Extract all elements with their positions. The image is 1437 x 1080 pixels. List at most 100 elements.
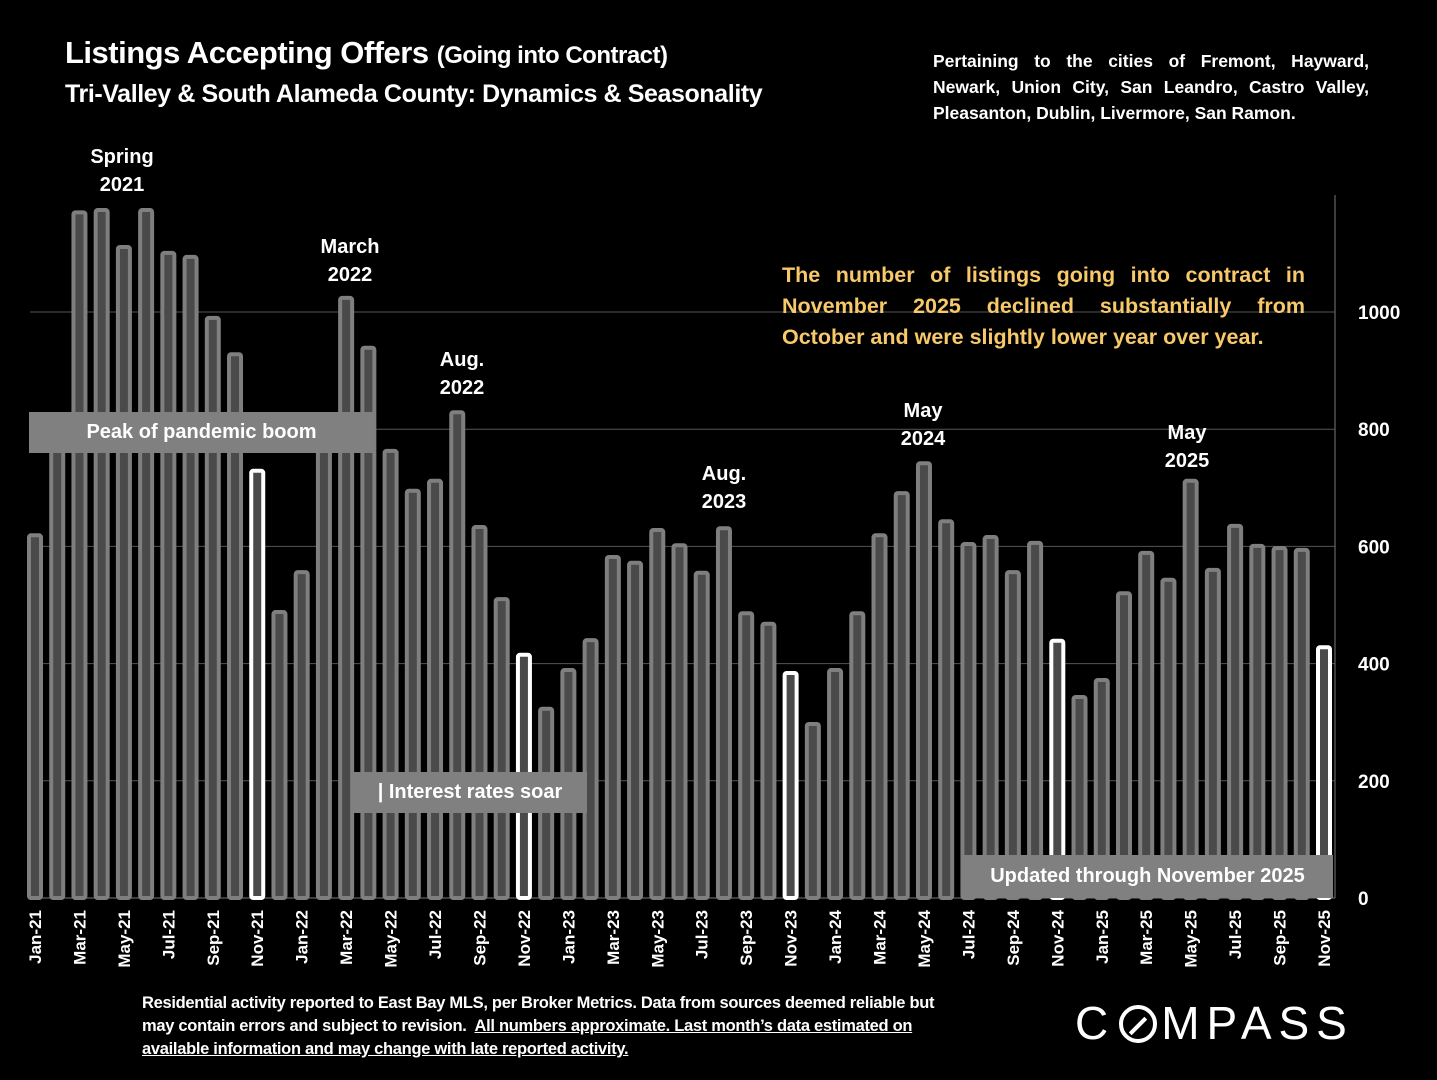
bar-apr-21 bbox=[93, 208, 110, 900]
annotation-aug-2023: Aug. 2023 bbox=[701, 463, 747, 513]
y-tick-label: 400 bbox=[1358, 655, 1390, 676]
annotation-march-2022: March 2022 bbox=[320, 236, 380, 286]
x-tick-label: May-25 bbox=[1182, 910, 1201, 968]
bar-oct-23 bbox=[760, 621, 777, 900]
x-tick-label: Nov-25 bbox=[1315, 910, 1334, 967]
bar-feb-25 bbox=[1115, 591, 1132, 901]
bar-apr-24 bbox=[893, 491, 910, 900]
bar-jul-23 bbox=[693, 570, 710, 901]
bar-jun-24 bbox=[938, 519, 955, 901]
x-tick-label: May-24 bbox=[915, 909, 934, 967]
x-tick-label: May-22 bbox=[382, 910, 401, 968]
bar-mar-25 bbox=[1138, 550, 1155, 900]
bar-may-23 bbox=[649, 527, 666, 900]
bar-aug-24 bbox=[982, 535, 999, 900]
y-tick-label: 600 bbox=[1358, 537, 1390, 558]
x-tick-label: Nov-22 bbox=[515, 910, 534, 967]
x-tick-label: Jan-21 bbox=[26, 910, 45, 964]
bar-jan-21 bbox=[27, 533, 43, 900]
x-tick-label: Mar-24 bbox=[871, 909, 890, 964]
x-tick-label: Nov-24 bbox=[1048, 909, 1067, 966]
bar-mar-22 bbox=[338, 295, 355, 901]
title-block: Listings Accepting Offers (Going into Co… bbox=[65, 32, 763, 111]
bar-feb-21 bbox=[49, 433, 66, 900]
bar-dec-23 bbox=[804, 721, 821, 901]
y-tick-label: 800 bbox=[1358, 420, 1390, 441]
chart-title: Listings Accepting Offers (Going into Co… bbox=[65, 35, 668, 70]
bar-nov-25 bbox=[1316, 645, 1332, 901]
bar-mar-21 bbox=[71, 210, 88, 900]
bar-mar-24 bbox=[871, 533, 888, 900]
bar-jan-22 bbox=[293, 570, 310, 901]
x-tick-label: May-23 bbox=[648, 910, 667, 968]
bar-jul-21 bbox=[160, 250, 177, 900]
bar-nov-24 bbox=[1049, 638, 1066, 900]
x-tick-label: Jan-22 bbox=[293, 910, 312, 964]
interest-rates-label: | Interest rates soar bbox=[353, 772, 587, 813]
annotation-may-2024: May 2024 bbox=[900, 400, 946, 450]
footer-underlined-text: All numbers approximate. Last month’s da… bbox=[142, 1017, 913, 1058]
bar-sep-21 bbox=[204, 315, 221, 900]
x-tick-label: Mar-23 bbox=[604, 910, 623, 965]
bar-jul-24 bbox=[960, 542, 977, 901]
x-tick-label: Mar-22 bbox=[337, 910, 356, 965]
bar-may-24 bbox=[915, 461, 932, 900]
bar-sep-22 bbox=[471, 525, 488, 900]
bar-aug-22 bbox=[449, 410, 466, 900]
x-tick-label: Jul-24 bbox=[959, 909, 978, 959]
x-tick-label: May-21 bbox=[115, 910, 134, 968]
bar-dec-24 bbox=[1071, 695, 1088, 901]
bar-may-22 bbox=[382, 448, 399, 900]
bar-aug-25 bbox=[1249, 543, 1266, 901]
x-tick-label: Jan-23 bbox=[559, 910, 578, 964]
bar-jun-25 bbox=[1204, 567, 1221, 901]
x-tick-label: Mar-21 bbox=[70, 910, 89, 965]
bar-feb-22 bbox=[315, 427, 332, 900]
footer-plain-text: Residential activity reported to East Ba… bbox=[142, 994, 935, 1035]
bar-sep-25 bbox=[1271, 546, 1288, 901]
bar-feb-24 bbox=[849, 611, 866, 900]
bar-oct-21 bbox=[227, 352, 244, 900]
bar-aug-21 bbox=[182, 254, 199, 900]
bar-sep-24 bbox=[1004, 570, 1021, 901]
bar-apr-23 bbox=[627, 560, 644, 900]
bar-aug-23 bbox=[715, 526, 732, 900]
compass-logo-o-icon bbox=[1119, 1005, 1158, 1043]
bar-oct-22 bbox=[493, 597, 510, 900]
compass-logo: C MPASS bbox=[1075, 997, 1354, 1049]
x-tick-label: Jul-21 bbox=[159, 910, 178, 959]
x-tick-label: Sep-21 bbox=[204, 910, 223, 966]
bar-may-21 bbox=[115, 244, 132, 901]
chart-title-paren: (Going into Contract) bbox=[436, 42, 668, 69]
x-tick-label: Sep-23 bbox=[737, 910, 756, 966]
bar-jan-25 bbox=[1093, 678, 1110, 900]
x-tick-label: Jul-25 bbox=[1226, 910, 1245, 959]
bar-dec-21 bbox=[271, 610, 288, 900]
cities-note: Pertaining to the cities of Fremont, Hay… bbox=[933, 51, 1369, 123]
x-tick-label: Nov-23 bbox=[782, 910, 801, 967]
x-tick-label: Jan-24 bbox=[826, 909, 845, 963]
bar-jan-24 bbox=[827, 668, 844, 901]
annotation-spring-2021: Spring 2021 bbox=[90, 146, 154, 196]
bar-may-25 bbox=[1182, 478, 1199, 900]
commentary-text: The number of listings going into contra… bbox=[782, 263, 1305, 349]
bar-sep-23 bbox=[738, 611, 755, 900]
bar-jul-25 bbox=[1227, 523, 1244, 900]
y-tick-label: 1000 bbox=[1358, 303, 1400, 324]
y-tick-label: 200 bbox=[1358, 772, 1390, 793]
bar-oct-25 bbox=[1293, 547, 1310, 901]
bar-apr-22 bbox=[360, 345, 377, 901]
x-tick-label: Jul-23 bbox=[693, 910, 712, 959]
x-tick-label: Sep-25 bbox=[1271, 910, 1290, 966]
annotation-may-2025: May 2025 bbox=[1164, 422, 1210, 472]
bar-nov-21 bbox=[249, 468, 266, 900]
x-tick-label: Mar-25 bbox=[1137, 910, 1156, 965]
chart-subtitle: Tri-Valley & South Alameda County: Dynam… bbox=[65, 80, 763, 108]
bar-apr-25 bbox=[1160, 577, 1177, 900]
x-tick-label: Sep-24 bbox=[1004, 909, 1023, 965]
bar-mar-23 bbox=[604, 554, 621, 900]
updated-through-label: Updated through November 2025 bbox=[962, 855, 1333, 898]
annotation-aug-2022: Aug. 2022 bbox=[439, 349, 485, 399]
bar-jun-23 bbox=[671, 543, 688, 901]
